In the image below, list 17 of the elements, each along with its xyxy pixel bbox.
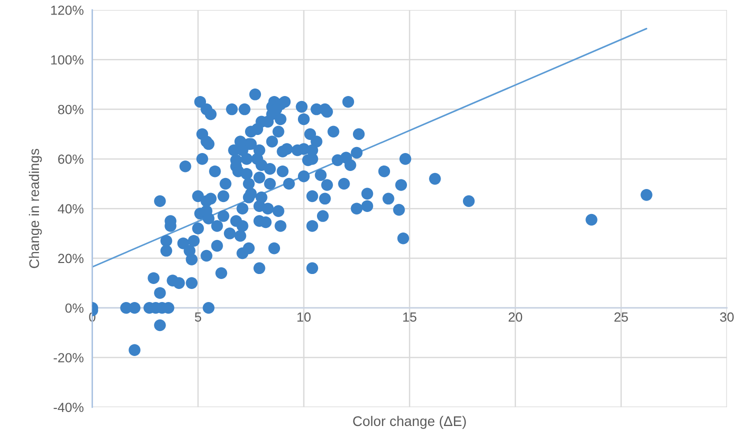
x-axis-title: Color change (ΔE) xyxy=(353,416,466,429)
y-tick-label: -40% xyxy=(54,402,84,412)
x-tick-label: 10 xyxy=(297,312,311,322)
y-tick-label: 60% xyxy=(58,154,84,164)
y-tick-label: 0% xyxy=(65,303,84,313)
y-tick-label: 20% xyxy=(58,254,84,264)
x-tick-label: 5 xyxy=(194,312,202,322)
y-tick-label: 40% xyxy=(58,204,84,214)
y-tick-label: 100% xyxy=(51,55,84,65)
y-tick-label: 80% xyxy=(58,104,84,114)
x-tick-label: 25 xyxy=(614,312,628,322)
y-tick-label: -20% xyxy=(54,353,84,362)
x-tick-label: 20 xyxy=(508,312,522,322)
y-axis-title: Change in readings xyxy=(28,148,42,268)
y-tick-label: 120% xyxy=(51,6,84,15)
x-tick-label: 15 xyxy=(403,312,416,322)
x-tick-label: 30 xyxy=(720,312,734,322)
